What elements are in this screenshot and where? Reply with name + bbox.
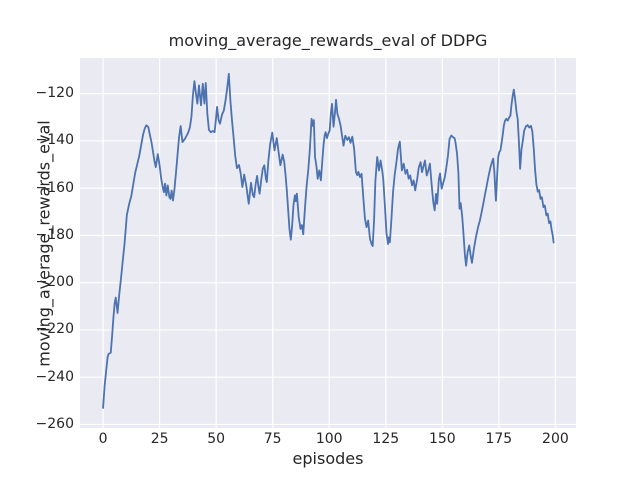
y-tick-label: −260 (35, 415, 74, 432)
y-tick-label: −180 (35, 226, 74, 243)
x-tick-label: 75 (263, 431, 282, 447)
x-tick-label: 100 (315, 431, 343, 447)
axes-background (80, 57, 576, 428)
reward-line (102, 72, 555, 409)
y-tick-label: −200 (35, 274, 74, 291)
x-axis-label: episodes (292, 449, 364, 468)
y-tick-label: −240 (35, 368, 74, 385)
y-tick-label: −140 (35, 132, 74, 149)
x-tick-label: 25 (150, 431, 169, 447)
y-tick-label: −160 (35, 179, 74, 196)
y-axis-label: moving_average_rewards_eval (34, 120, 54, 367)
y-tick-label: −120 (35, 85, 74, 102)
x-tick-label: 150 (428, 431, 456, 447)
chart-title: moving_average_rewards_eval of DDPG (168, 31, 488, 50)
x-tick-label: 200 (542, 431, 569, 447)
x-tick-label: 0 (98, 431, 108, 447)
plot-area (80, 57, 576, 428)
x-tick-label: 125 (372, 431, 400, 447)
x-tick-label: 50 (207, 431, 226, 447)
x-tick-label: 175 (485, 431, 513, 447)
y-tick-label: −220 (35, 321, 74, 338)
